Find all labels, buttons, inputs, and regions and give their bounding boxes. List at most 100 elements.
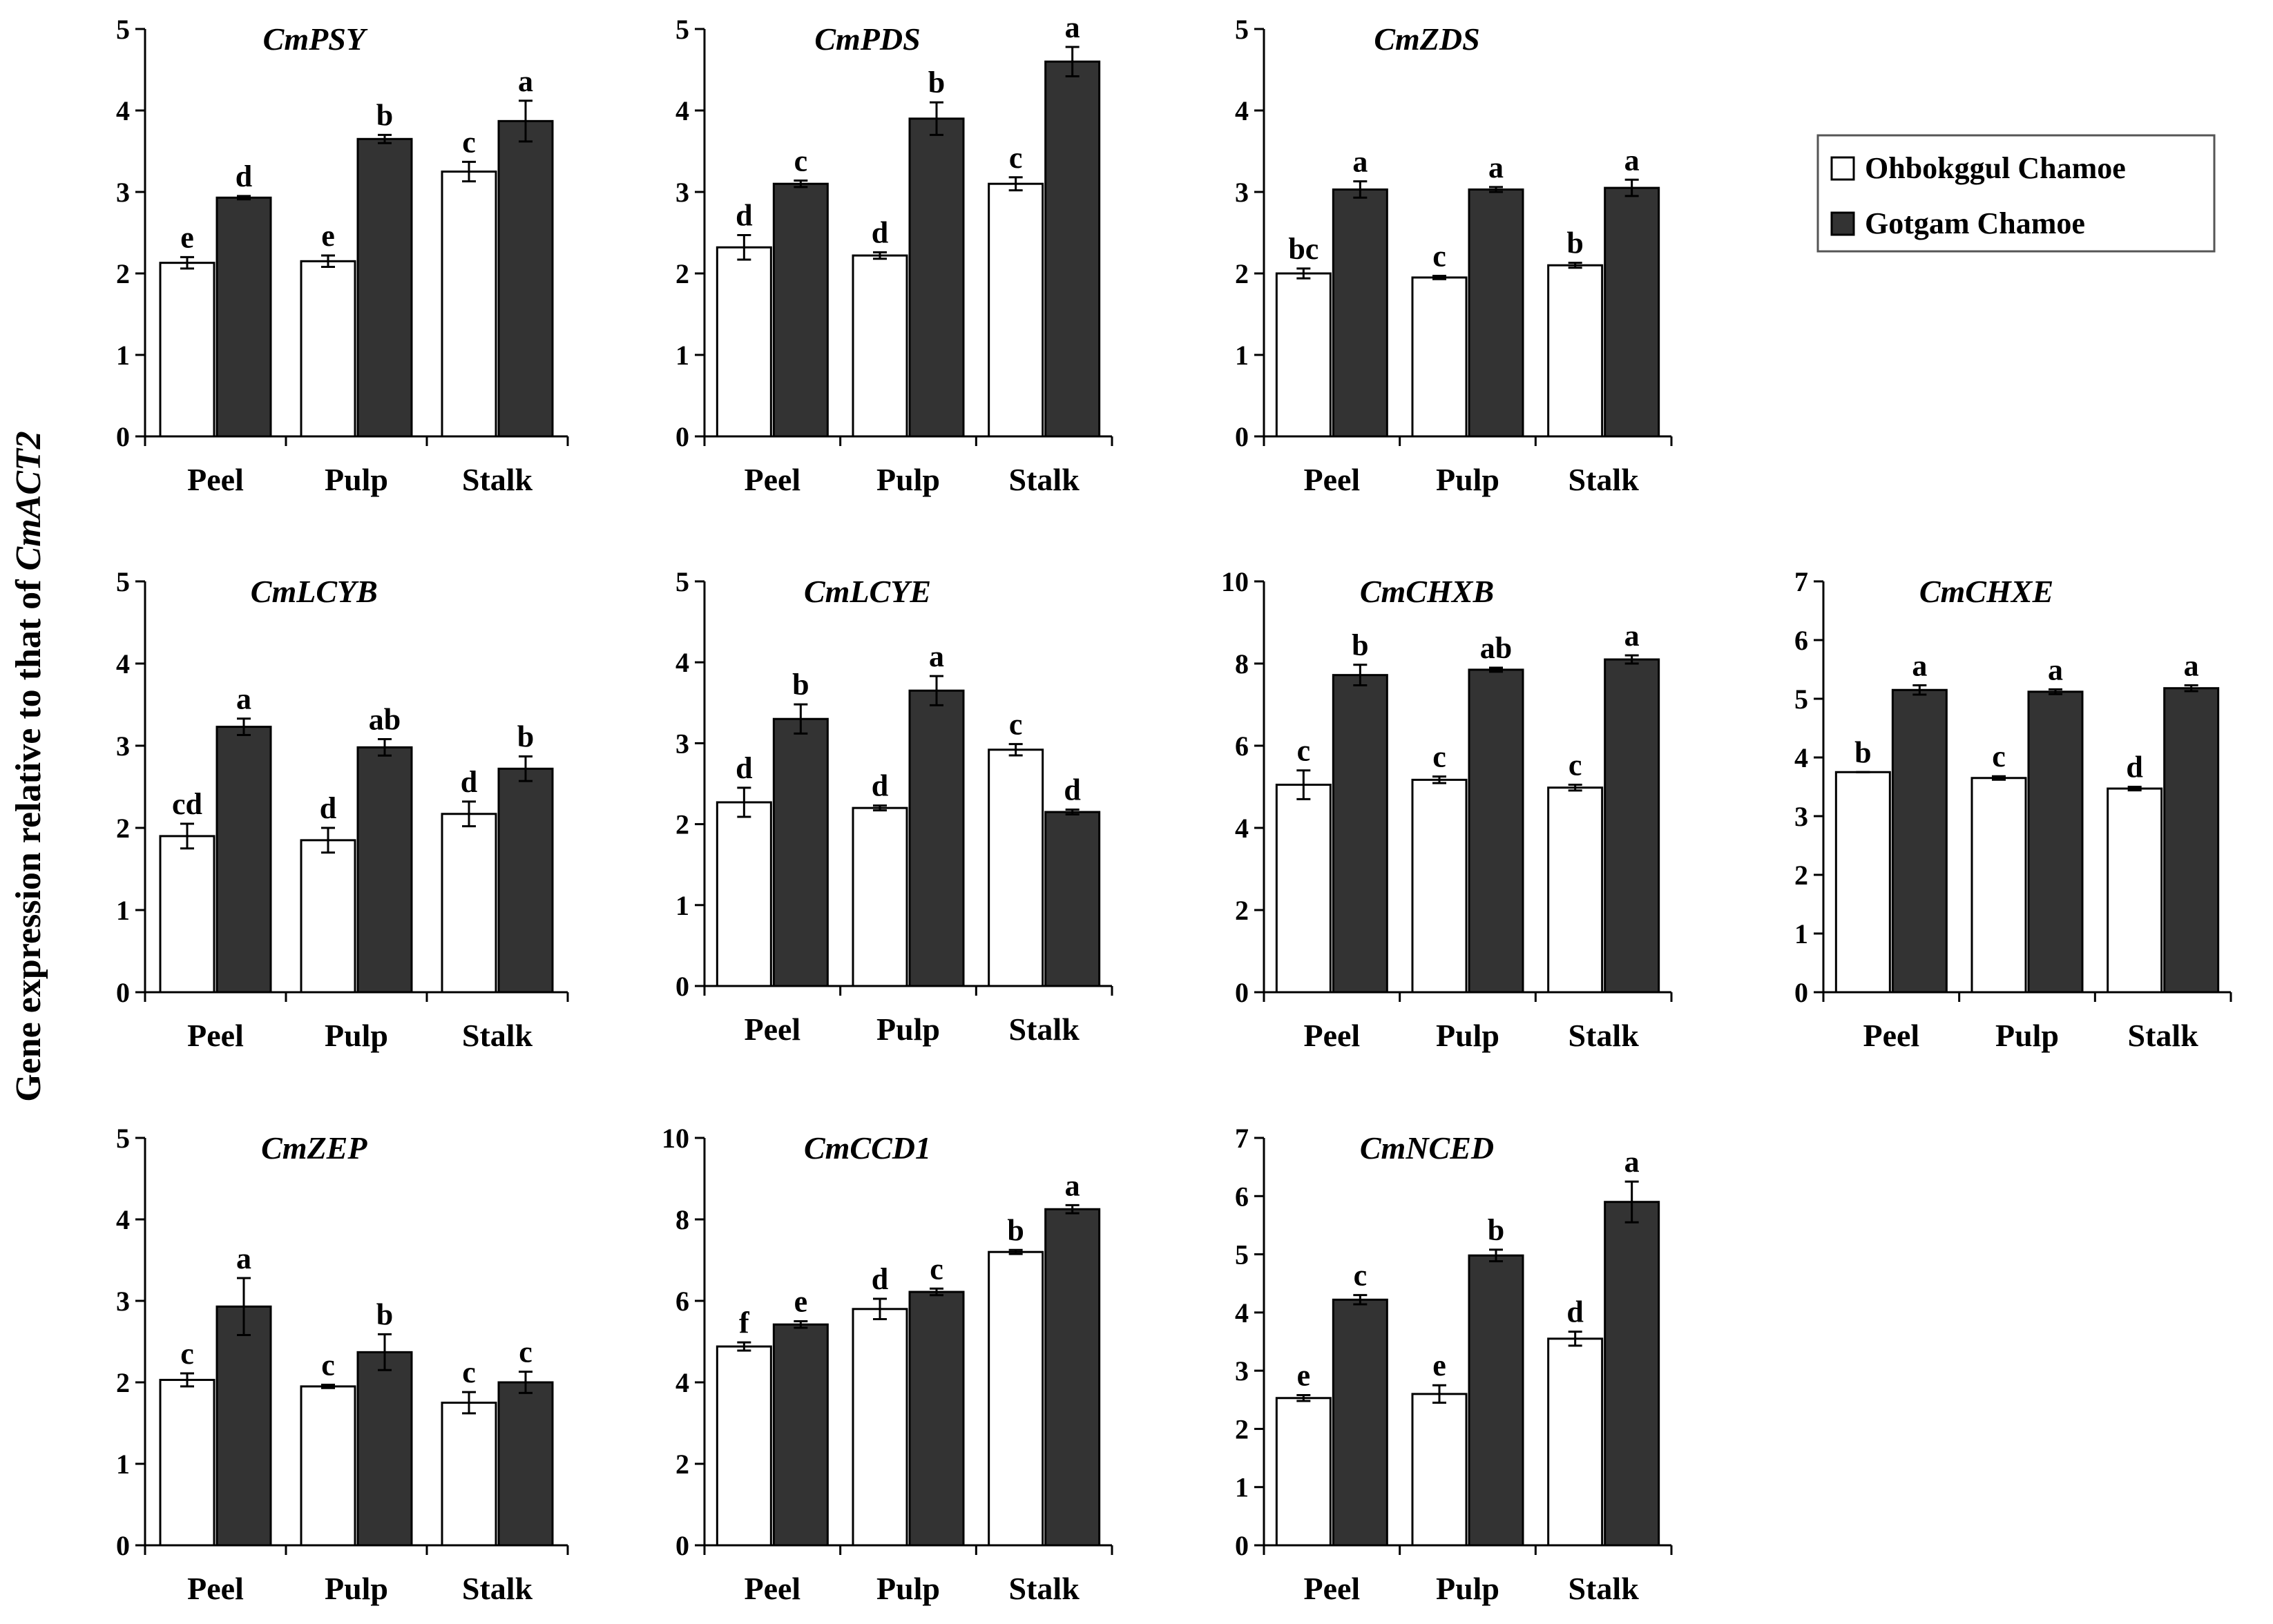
bar [215,196,272,438]
bar [1468,668,1524,994]
y-tick-label: 4 [675,95,689,126]
y-tick-label: 1 [116,340,130,371]
y-tick-label: 8 [1235,648,1249,679]
legend-label-ohbokggul: Ohbokggul Chamoe [1865,151,2126,185]
chart-panel-CmZEP: 0 1 2 3 4 5 Peel c a Pulp c b Stalk c c CmZEP [116,1123,569,1606]
bar [772,182,829,438]
bar [1044,60,1101,438]
y-tick-label: 0 [675,421,689,452]
significance-letter: c [519,1335,533,1369]
y-tick-label: 5 [1794,684,1808,715]
bar [1604,658,1660,994]
significance-letter: b [376,1297,393,1331]
chart-panel-CmCCD1: 0 2 4 6 8 10 Peel f e Pulp d c Stalk b a CmCCD1 [662,1123,1113,1606]
significance-letter: ab [369,702,401,736]
y-tick-label: 10 [662,1123,689,1154]
bar [908,689,965,987]
category-label: Peel [1303,1571,1360,1606]
y-tick-label: 5 [1235,14,1249,45]
y-tick-label: 6 [675,1286,689,1317]
panel-title: CmCHXB [1360,574,1494,609]
significance-letter: c [462,1355,476,1389]
y-tick-label: 3 [675,177,689,208]
significance-letter: c [930,1252,943,1286]
y-axis-label-gene: CmACT2 [9,431,48,570]
y-tick-label: 0 [116,977,130,1008]
bar [1604,1201,1660,1547]
y-tick-label: 0 [675,1530,689,1561]
bar [716,1345,772,1547]
category-label: Stalk [462,462,533,497]
panel-title: CmZEP [261,1130,367,1166]
y-tick-label: 7 [1794,566,1808,597]
legend-label-gotgam: Gotgam Chamoe [1865,206,2085,240]
chart-panel-CmNCED: 0 1 2 3 4 5 6 7 Peel e c Pulp e b Stalk d a CmNCED [1235,1123,1673,1606]
significance-letter: c [1432,740,1446,774]
category-label: Pulp [876,462,940,497]
chart-panel-CmCHXE: 0 1 2 3 4 5 6 7 Peel b a Pulp c a Stalk d a CmCHXE [1794,566,2232,1053]
bar [300,839,356,994]
y-tick-label: 1 [1235,1472,1249,1503]
significance-letter: b [1566,226,1583,260]
significance-letter: ab [1480,631,1512,665]
bar [852,254,908,438]
y-tick-label: 5 [116,566,130,597]
y-tick-label: 2 [1235,258,1249,289]
significance-letter: d [736,199,752,233]
y-tick-label: 4 [675,1367,689,1398]
category-label: Pulp [325,1571,388,1606]
bar [1275,272,1332,438]
significance-letter: a [1624,143,1640,177]
significance-letter: a [1912,648,1927,682]
bar [1468,188,1524,438]
category-label: Pulp [1436,462,1499,497]
bar [1891,688,1948,994]
significance-letter: a [1352,145,1368,179]
y-tick-label: 3 [1235,1355,1249,1386]
category-label: Peel [744,462,800,497]
y-tick-label: 3 [1794,801,1808,832]
bar [1970,777,2027,994]
y-tick-label: 3 [116,177,130,208]
chart-panel-CmCHXB: 0 2 4 6 8 10 Peel c b Pulp c ab Stalk c a CmCHXB [1221,566,1673,1053]
y-tick-label: 4 [1794,742,1808,773]
bar [159,1378,215,1547]
bar [2163,687,2220,994]
bar [1332,188,1388,438]
y-tick-label: 0 [116,421,130,452]
significance-letter: a [1065,10,1080,44]
significance-letter: b [1352,628,1368,662]
significance-letter: c [1009,141,1023,175]
y-tick-label: 6 [1235,1181,1249,1212]
significance-letter: d [872,215,888,249]
category-label: Stalk [1569,1018,1640,1053]
bar [215,726,272,994]
bar [1275,1397,1332,1547]
significance-letter: a [2048,652,2063,686]
category-label: Stalk [462,1571,533,1606]
category-label: Stalk [1009,1571,1080,1606]
category-label: Stalk [1009,462,1080,497]
panel-title: CmNCED [1360,1130,1494,1166]
significance-letter: b [517,719,534,753]
y-tick-label: 7 [1235,1123,1249,1154]
y-tick-label: 4 [675,647,689,678]
y-tick-label: 6 [1794,625,1808,656]
y-tick-label: 6 [1235,731,1249,762]
bar [2107,787,2163,994]
significance-letter: c [1009,708,1023,742]
bar [772,1323,829,1547]
category-label: Peel [187,1571,244,1606]
y-tick-label: 5 [1235,1239,1249,1270]
y-tick-label: 3 [675,728,689,759]
bar [356,1351,413,1547]
significance-letter: b [1007,1213,1024,1247]
significance-letter: d [872,1262,888,1296]
y-tick-label: 10 [1221,566,1249,597]
y-axis-label-prefix: Gene expression relative to that of [9,570,48,1101]
y-tick-label: 1 [1235,340,1249,371]
y-tick-label: 4 [1235,813,1249,844]
significance-letter: e [794,1285,808,1319]
bar [988,748,1044,987]
legend-swatch-ohbokggul [1830,156,1855,181]
